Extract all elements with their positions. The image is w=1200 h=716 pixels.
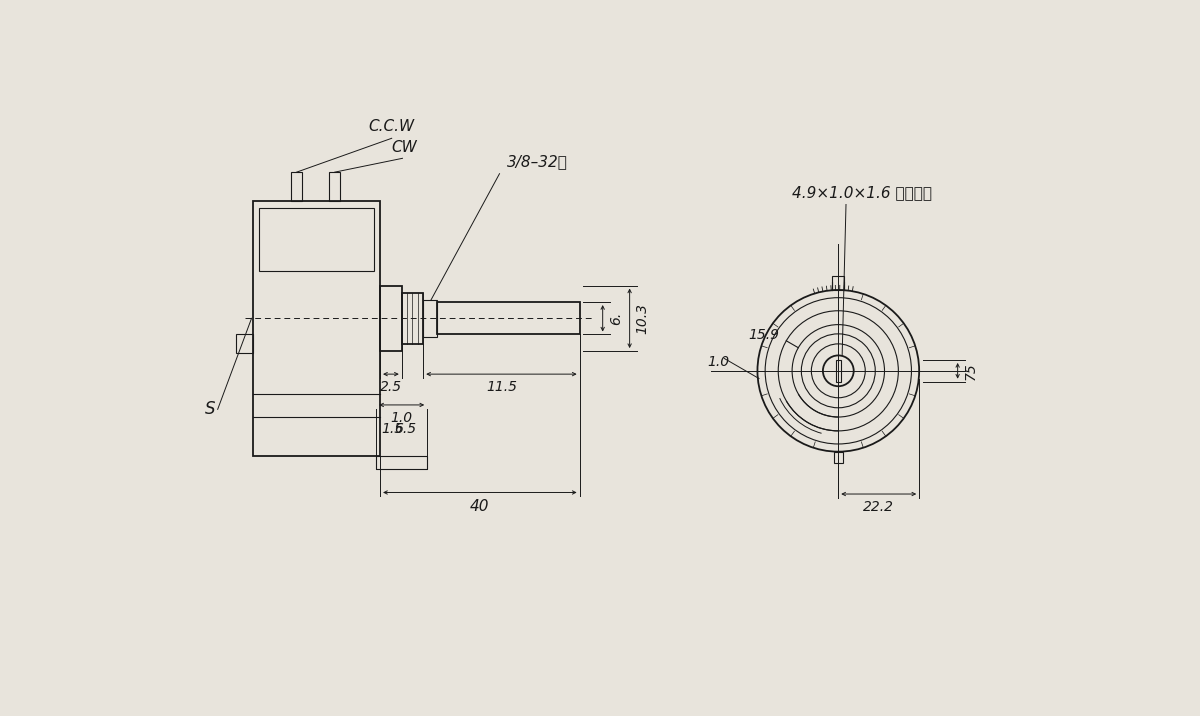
Bar xyxy=(834,452,842,463)
Text: 40: 40 xyxy=(470,498,490,513)
Text: C.C.W: C.C.W xyxy=(368,119,415,134)
Text: 10.3: 10.3 xyxy=(636,303,649,334)
Text: 3/8–32山: 3/8–32山 xyxy=(508,154,568,169)
Bar xyxy=(253,201,380,455)
Bar xyxy=(402,293,424,344)
Bar xyxy=(424,300,437,337)
Text: 2.5: 2.5 xyxy=(380,380,402,395)
Text: 6.: 6. xyxy=(608,311,623,325)
Text: 11.5: 11.5 xyxy=(486,380,517,395)
Bar xyxy=(380,286,402,351)
Bar xyxy=(437,302,580,334)
Text: CW: CW xyxy=(391,140,418,155)
Text: 75: 75 xyxy=(964,362,978,379)
Bar xyxy=(836,360,841,382)
Text: S: S xyxy=(205,400,216,418)
Bar xyxy=(292,172,302,201)
Text: 6.5: 6.5 xyxy=(394,422,416,436)
Text: 1.0: 1.0 xyxy=(391,411,413,425)
Text: 22.2: 22.2 xyxy=(863,500,894,514)
Text: 15.9: 15.9 xyxy=(749,328,780,342)
Bar xyxy=(832,276,845,290)
Bar xyxy=(377,455,427,470)
Bar xyxy=(259,208,374,271)
Bar xyxy=(329,172,340,201)
Text: 1.0: 1.0 xyxy=(708,355,730,369)
Bar xyxy=(236,334,253,353)
Text: 4.9×1.0×1.6 スロット: 4.9×1.0×1.6 スロット xyxy=(792,185,932,200)
Text: 1.5: 1.5 xyxy=(382,422,404,436)
